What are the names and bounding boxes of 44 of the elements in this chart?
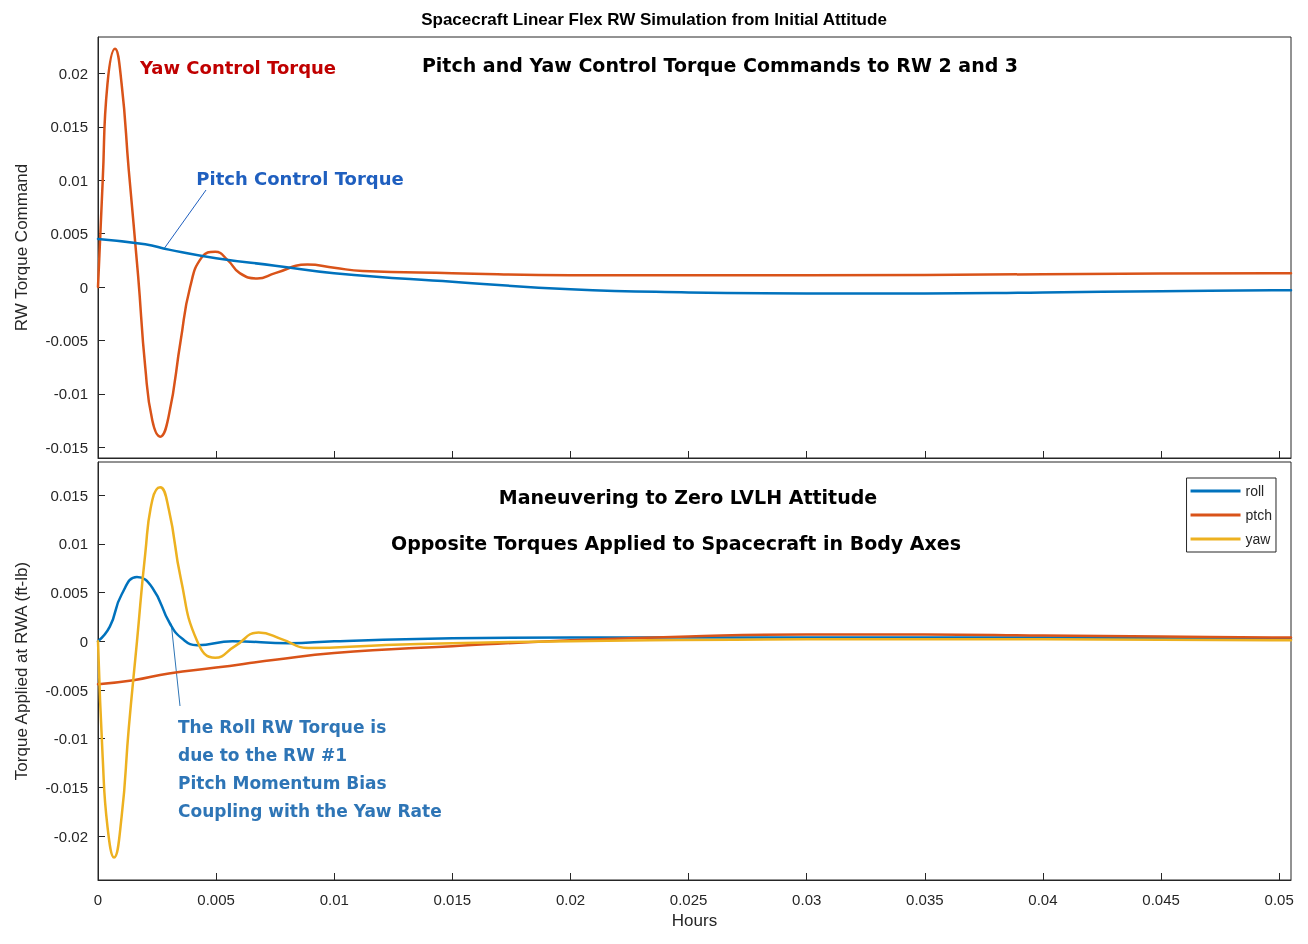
annotation: Opposite Torques Applied to Spacecraft in Body Axes bbox=[390, 532, 962, 554]
annotation: Maneuvering to Zero LVLH Attitude bbox=[498, 486, 878, 508]
y-tick-label: 0.01 bbox=[58, 171, 88, 189]
y-axis-title: RW Torque Command bbox=[12, 163, 31, 332]
legend-label: roll bbox=[1245, 483, 1265, 499]
y-tick-label: -0.005 bbox=[45, 681, 88, 699]
line-series bbox=[96, 633, 1293, 686]
x-tick-label: 0.01 bbox=[319, 891, 349, 908]
x-tick-label: 0 bbox=[93, 891, 103, 908]
y-tick-label: 0.005 bbox=[50, 225, 88, 243]
y-tick-label: 0 bbox=[79, 278, 88, 296]
y-tick-label: -0.005 bbox=[45, 331, 88, 349]
chart-title: Spacecraft Linear Flex RW Simulation from Initial Attitude bbox=[421, 10, 887, 29]
y-tick-label: -0.02 bbox=[53, 827, 88, 845]
annotation: Yaw Control Torque bbox=[138, 56, 337, 78]
annotation: The Roll RW Torque is due to the RW #1 Pitch Momentum Bias Coupling with the Yaw Rate bbox=[178, 717, 442, 821]
x-axis-title: Hours bbox=[671, 910, 718, 930]
y-tick-label: 0.005 bbox=[50, 584, 88, 602]
line-series bbox=[96, 47, 1293, 438]
y-tick-label: -0.01 bbox=[53, 730, 88, 748]
y-tick-label: 0.015 bbox=[50, 486, 88, 504]
x-tick-label: 0.05 bbox=[1264, 891, 1294, 908]
x-tick-label: 0.025 bbox=[669, 891, 708, 908]
y-tick-label: -0.015 bbox=[45, 778, 88, 796]
line-series bbox=[96, 486, 1293, 859]
x-tick-label: 0.045 bbox=[1142, 891, 1180, 908]
y-axis-title: Torque Applied at RWA (ft-lb) bbox=[12, 561, 31, 781]
y-tick-label: -0.015 bbox=[45, 438, 88, 456]
x-tick-label: 0.02 bbox=[555, 891, 586, 908]
x-tick-label: 0.015 bbox=[433, 891, 472, 908]
x-tick-label: 0.005 bbox=[197, 891, 235, 908]
line-series bbox=[96, 237, 1293, 295]
y-tick-label: -0.01 bbox=[53, 385, 88, 403]
annotation: Pitch and Yaw Control Torque Commands to RW 2 and 3 bbox=[421, 54, 1019, 76]
x-tick-label: 0.04 bbox=[1028, 891, 1058, 908]
y-tick-label: 0.02 bbox=[58, 64, 88, 82]
annotation: Pitch Control Torque bbox=[196, 167, 404, 189]
legend-label: yaw bbox=[1245, 531, 1272, 547]
y-tick-label: 0 bbox=[79, 632, 88, 650]
y-tick-label: 0.015 bbox=[50, 118, 88, 136]
legend-label: ptch bbox=[1245, 507, 1273, 523]
x-tick-label: 0.03 bbox=[792, 891, 822, 908]
y-tick-label: 0.01 bbox=[58, 535, 88, 553]
x-tick-label: 0.035 bbox=[906, 891, 944, 908]
